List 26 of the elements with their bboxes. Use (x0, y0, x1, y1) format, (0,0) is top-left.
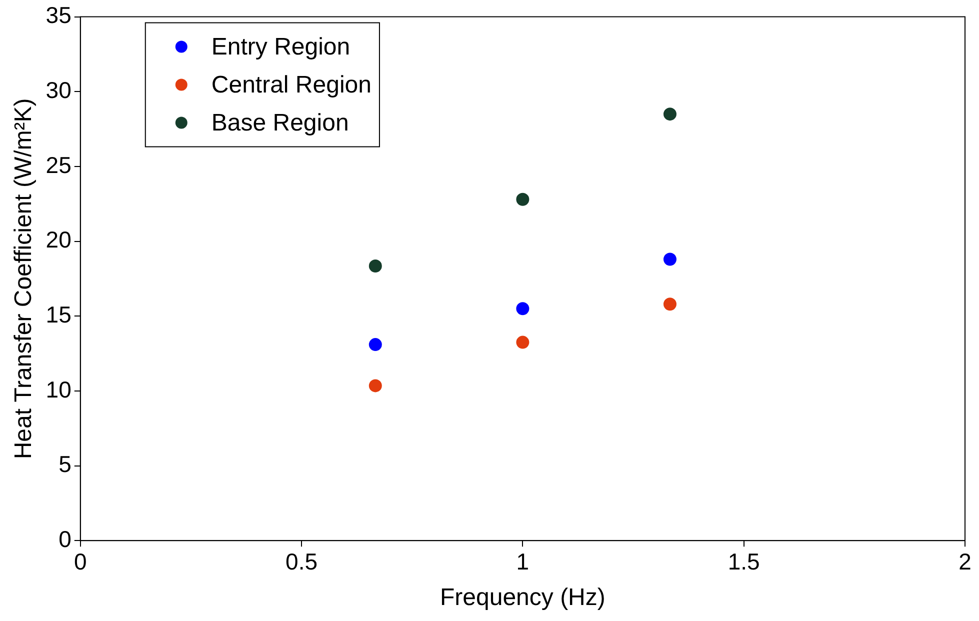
legend-label: Base Region (211, 109, 349, 136)
y-tick-label: 15 (46, 301, 72, 328)
y-tick-label: 0 (58, 526, 72, 552)
point (663, 108, 676, 121)
legend-label: Central Region (211, 71, 372, 98)
x-axis-title: Frequency (Hz) (440, 584, 606, 612)
point (368, 259, 382, 272)
point (516, 336, 530, 349)
y-tick-label: 20 (46, 226, 72, 253)
x-tick-label: 1.5 (728, 548, 760, 575)
point (516, 192, 530, 206)
point (516, 302, 530, 316)
y-tick-label: 30 (46, 76, 72, 103)
x-tick-label: 2 (958, 548, 972, 575)
x-tick-label: 1 (516, 548, 530, 575)
y-tick-label: 5 (58, 451, 72, 478)
x-tick-label: 0.5 (286, 548, 318, 575)
point (368, 338, 382, 352)
point (368, 379, 382, 392)
y-tick-label: 35 (46, 2, 72, 28)
point (663, 252, 676, 266)
point (663, 298, 676, 311)
y-axis-title: Heat Transfer Coefficient (W/m²K) (10, 98, 38, 460)
y-tick-label: 10 (46, 376, 72, 402)
y-tick-label: 25 (46, 152, 72, 178)
legend-label: Entry Region (211, 33, 350, 60)
